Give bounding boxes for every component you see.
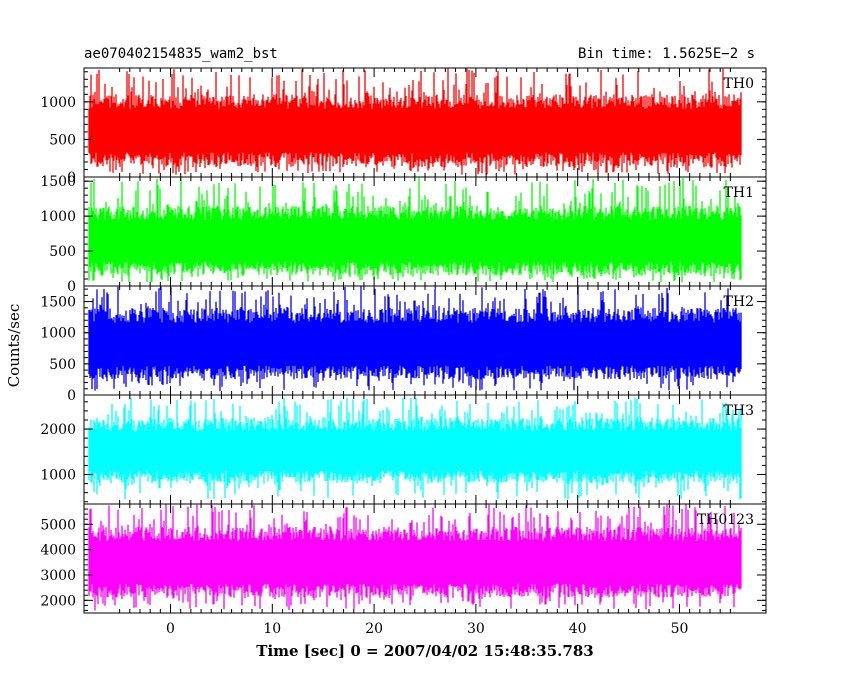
- y-tick-label: 1000: [40, 326, 76, 342]
- y-tick-label: 2000: [40, 422, 76, 438]
- series-th0123: [88, 504, 742, 611]
- y-tick-label: 0: [67, 170, 76, 186]
- chart-title: ae070402154835_wam2_bst: [84, 46, 278, 62]
- x-tick-label: 30: [467, 621, 485, 637]
- y-axis-label: Counts/sec: [5, 304, 23, 388]
- series-th3: [88, 397, 742, 500]
- series-th2: [88, 286, 742, 392]
- y-tick-label: 1000: [40, 467, 76, 483]
- panel-label-th1: TH1: [724, 185, 754, 201]
- y-tick-label: 1000: [40, 95, 76, 111]
- x-tick-label: 0: [166, 621, 175, 637]
- series-th0: [88, 68, 742, 175]
- panel-label-th3: TH3: [724, 403, 754, 419]
- y-tick-label: 4000: [40, 543, 76, 559]
- y-tick-label: 500: [49, 244, 76, 260]
- y-tick-label: 500: [49, 132, 76, 148]
- y-tick-label: 500: [49, 357, 76, 373]
- y-tick-label: 5000: [40, 517, 76, 533]
- x-axis-label: Time [sec] 0 = 2007/04/02 15:48:35.783: [256, 642, 593, 660]
- x-tick-label: 20: [365, 621, 383, 637]
- y-tick-label: 1500: [40, 295, 76, 311]
- panel-label-th2: TH2: [724, 294, 754, 310]
- y-tick-label: 2000: [40, 593, 76, 609]
- chart-bin-time: Bin time: 1.5625E−2 s: [578, 46, 756, 62]
- y-tick-label: 1500: [40, 174, 76, 190]
- y-tick-label: 0: [67, 388, 76, 404]
- y-tick-label: 0: [67, 279, 76, 295]
- x-tick-label: 40: [569, 621, 587, 637]
- panel-label-th0123: TH0123: [697, 512, 754, 528]
- y-tick-label: 1000: [40, 209, 76, 225]
- y-tick-label: 3000: [40, 568, 76, 584]
- x-tick-label: 50: [671, 621, 689, 637]
- x-tick-label: 10: [263, 621, 281, 637]
- series-th1: [88, 177, 742, 283]
- panel-label-th0: TH0: [724, 76, 754, 92]
